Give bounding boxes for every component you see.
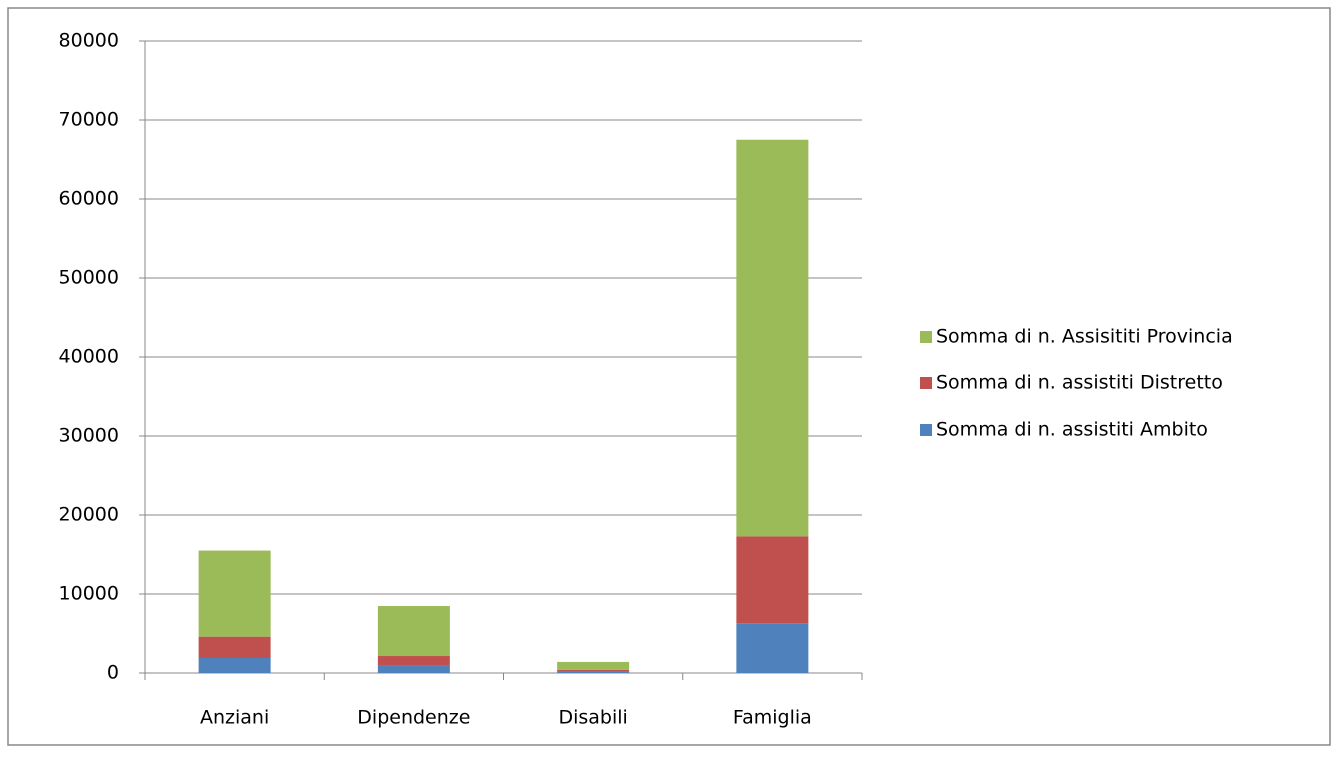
legend-swatch — [920, 331, 932, 343]
legend-label: Somma di n. assistiti Ambito — [936, 419, 1208, 441]
y-tick-label: 80000 — [59, 30, 119, 52]
legend-label: Somma di n. assistiti Distretto — [936, 372, 1223, 394]
y-tick-label: 60000 — [59, 188, 119, 210]
x-tick-label: Famiglia — [733, 707, 812, 729]
bar-segment — [736, 139, 809, 537]
x-tick-label: Anziani — [200, 707, 269, 729]
bar-segment — [198, 636, 271, 658]
bar-segment — [377, 656, 450, 666]
legend-swatch — [920, 424, 932, 436]
y-tick-label: 10000 — [59, 583, 119, 605]
bar-segment — [557, 669, 630, 672]
bar-segment — [736, 623, 809, 673]
bar-segment — [198, 657, 271, 673]
y-tick-label: 0 — [107, 662, 119, 684]
legend-swatch — [920, 377, 932, 389]
legend-label: Somma di n. Assisititi Provincia — [936, 326, 1233, 348]
bar-segment — [198, 550, 271, 637]
y-tick-label: 30000 — [59, 425, 119, 447]
bar-segment — [377, 606, 450, 657]
y-tick-label: 50000 — [59, 267, 119, 289]
bar-segment — [736, 536, 809, 624]
bar-segment — [557, 661, 630, 670]
bar-segment — [557, 671, 630, 673]
y-tick-label: 40000 — [59, 346, 119, 368]
x-tick-label: Dipendenze — [357, 707, 470, 729]
y-tick-label: 20000 — [59, 504, 119, 526]
x-tick-label: Disabili — [558, 707, 627, 729]
y-tick-label: 70000 — [59, 109, 119, 131]
bar-segment — [377, 665, 450, 673]
